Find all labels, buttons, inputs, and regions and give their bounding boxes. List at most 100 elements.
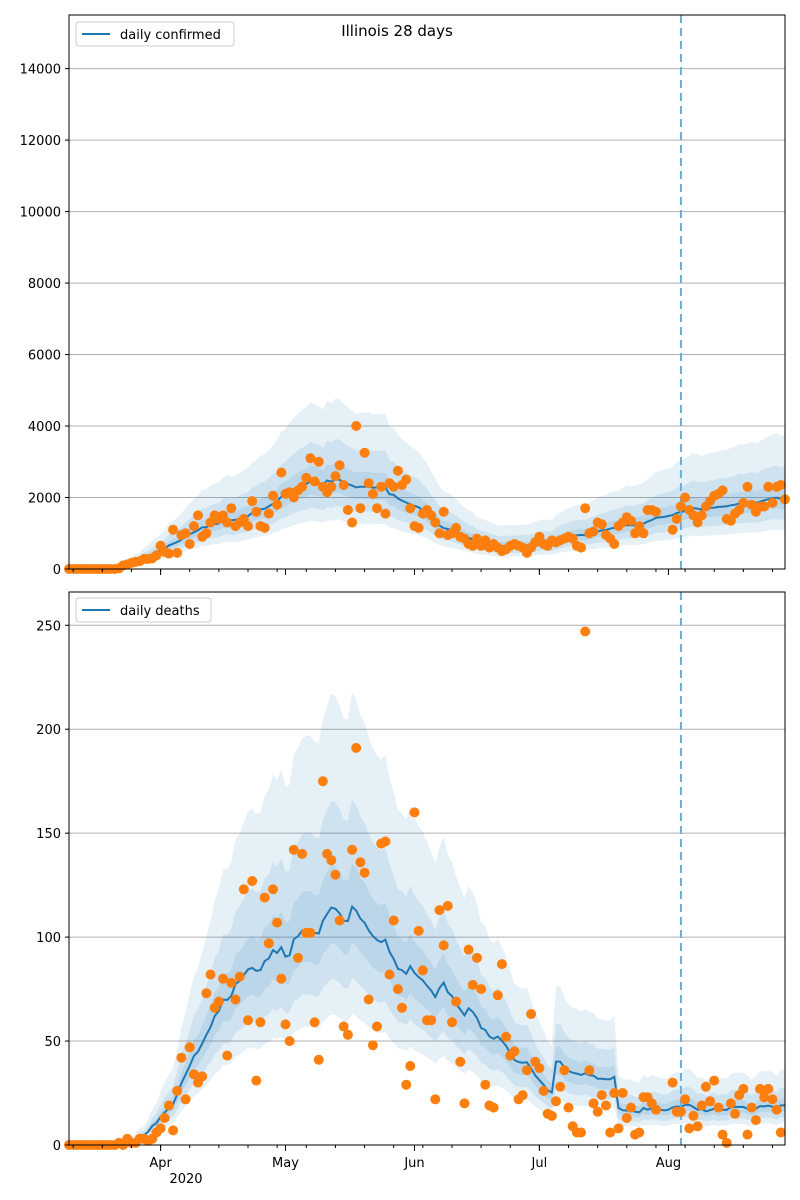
data-point [430, 1094, 441, 1105]
data-point [347, 844, 358, 855]
data-point [509, 1046, 520, 1057]
data-point [180, 1094, 191, 1105]
data-point [334, 460, 345, 471]
confirmed-x-axis [72, 569, 774, 575]
data-point [363, 994, 374, 1005]
deaths-plot-frame [68, 591, 786, 1146]
data-point [272, 499, 283, 510]
data-point [626, 1102, 636, 1113]
model-line [69, 904, 786, 1146]
data-point [388, 481, 399, 492]
data-point [451, 996, 462, 1007]
data-point [317, 776, 328, 787]
y-tick-label: 0 [53, 1139, 61, 1154]
data-point [201, 528, 212, 539]
data-point [351, 742, 362, 753]
data-point [434, 528, 445, 539]
data-point [521, 1065, 532, 1076]
data-point [767, 1094, 778, 1105]
x-tick-label: Aug [656, 1156, 681, 1171]
data-point [675, 501, 686, 512]
data-point [438, 940, 449, 951]
data-point [330, 471, 341, 482]
deaths-panel: 0 50 100 150 200 250 Apr May Jun Jul Aug daily de… [36, 591, 786, 1187]
y-tick-label: 4000 [28, 420, 61, 435]
data-point [342, 505, 353, 515]
data-point [692, 1121, 703, 1132]
y-tick-label: 6000 [28, 349, 61, 364]
y-tick-label: 250 [36, 619, 61, 634]
data-point [738, 497, 749, 508]
data-point [247, 876, 258, 886]
data-point [251, 506, 262, 517]
data-point [297, 848, 308, 859]
data-point [372, 1021, 382, 1032]
confirmed-panel: 0 2000 4000 6000 8000 10000 12000 14000 Illinoi… [20, 14, 790, 578]
confirmed-y-axis: 0 2000 4000 6000 8000 10000 12000 14000 [20, 63, 69, 578]
data-point [472, 952, 482, 963]
data-point [405, 503, 416, 514]
data-point [759, 501, 770, 512]
data-point [305, 927, 316, 938]
data-point [401, 1079, 412, 1090]
data-point [684, 1123, 695, 1134]
data-point [447, 1017, 457, 1028]
data-point [301, 472, 312, 483]
data-point [738, 1083, 749, 1094]
uncertainty-band [69, 692, 785, 1145]
data-point [667, 524, 678, 535]
data-point [392, 984, 403, 995]
data-point [305, 453, 316, 464]
data-point [172, 547, 183, 558]
data-point [268, 884, 278, 895]
data-point [367, 1040, 378, 1051]
data-point [388, 915, 399, 926]
data-point [351, 421, 362, 431]
data-point [180, 528, 191, 539]
data-point [746, 1102, 757, 1113]
data-point [268, 490, 278, 501]
data-point [696, 1100, 707, 1111]
data-point [188, 1069, 199, 1080]
data-point [384, 969, 395, 980]
data-point [255, 1017, 266, 1028]
y-tick-label: 12000 [20, 134, 61, 149]
data-point [309, 476, 320, 487]
data-point [401, 474, 412, 485]
data-point [750, 1115, 761, 1126]
data-point [463, 944, 474, 955]
data-point [451, 522, 462, 533]
data-point [584, 1065, 595, 1076]
data-point [775, 1127, 786, 1138]
data-point [680, 492, 691, 503]
data-point [313, 1054, 324, 1065]
data-point [184, 539, 195, 549]
data-point [380, 836, 391, 847]
x-tick-label: Jul [531, 1156, 548, 1171]
confirmed-legend: daily confirmed [75, 21, 235, 47]
data-point [297, 481, 308, 492]
data-point [155, 1123, 166, 1134]
data-point [184, 1042, 195, 1053]
data-point [163, 548, 174, 559]
data-point [496, 959, 507, 970]
data-point [280, 1019, 291, 1030]
y-tick-label: 200 [36, 723, 61, 738]
data-point [397, 1002, 407, 1013]
y-tick-label: 50 [44, 1035, 61, 1050]
data-point [438, 506, 449, 517]
data-point [226, 503, 237, 514]
data-point [288, 844, 299, 855]
data-point [480, 1079, 491, 1090]
y-tick-label: 2000 [28, 492, 61, 507]
deaths-y-axis: 0 50 100 150 200 250 [36, 619, 69, 1154]
data-point [626, 515, 636, 526]
data-point [763, 481, 774, 492]
y-tick-label: 0 [53, 563, 61, 578]
data-point [284, 1036, 295, 1047]
data-point [767, 497, 778, 508]
x-tick-label: Jun [403, 1156, 424, 1171]
data-point [634, 1127, 645, 1138]
data-point [222, 517, 233, 528]
data-point [601, 1100, 611, 1111]
